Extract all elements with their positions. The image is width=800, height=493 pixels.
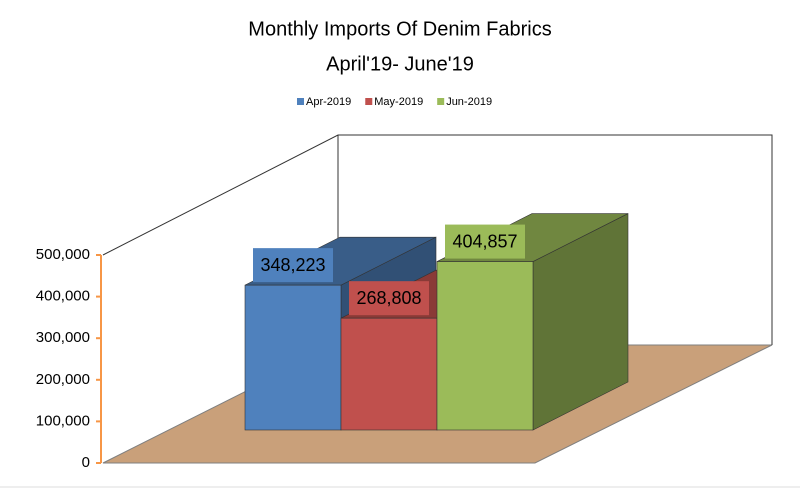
bar [340, 317, 438, 431]
chart-title: Monthly Imports Of Denim Fabrics [248, 18, 551, 40]
y-tick-label: 400,000 [36, 288, 90, 305]
legend-label: May-2019 [374, 96, 423, 108]
value-label: 404,857 [452, 231, 517, 251]
legend-label: Apr-2019 [306, 96, 351, 108]
y-tick-label: 200,000 [36, 371, 90, 388]
legend-swatch [365, 98, 373, 105]
value-label: 268,808 [356, 288, 421, 308]
y-tick-label: 0 [82, 454, 90, 471]
value-label-box [253, 248, 333, 283]
legend-label: Jun-2019 [446, 96, 492, 108]
y-tick-label: 300,000 [36, 329, 90, 346]
chart-subtitle: April'19- June'19 [326, 53, 474, 75]
bar [244, 284, 342, 431]
value-label-box [445, 224, 525, 259]
value-label-box [349, 281, 429, 316]
y-tick-label: 500,000 [36, 246, 90, 263]
bar [436, 261, 534, 431]
y-tick-label: 100,000 [36, 412, 90, 429]
legend-swatch [297, 98, 304, 105]
legend-swatch [437, 98, 445, 105]
back-wall-edge [102, 134, 773, 345]
value-label: 348,223 [260, 255, 325, 275]
